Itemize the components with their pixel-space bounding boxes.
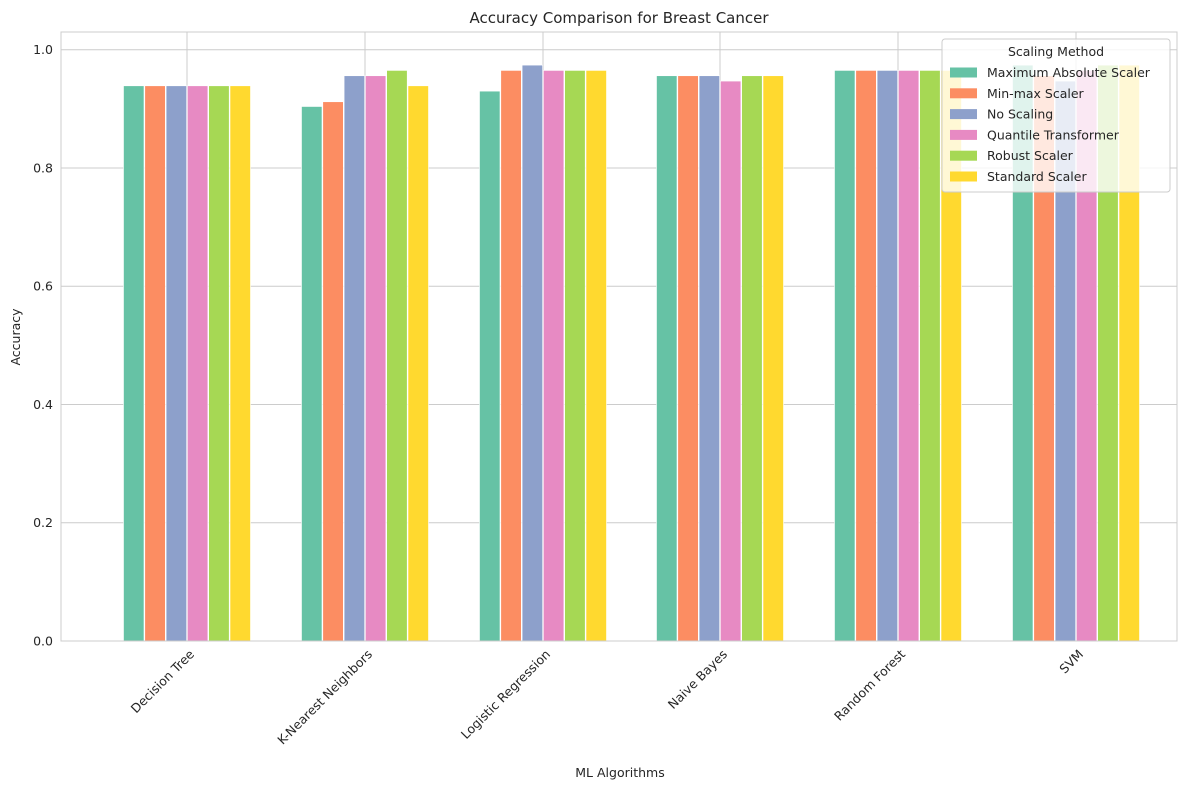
x-tick-label: Decision Tree — [128, 646, 198, 716]
y-tick-label: 0.8 — [33, 160, 53, 175]
bar — [677, 75, 699, 642]
x-tick-label: Random Forest — [831, 646, 908, 723]
bar — [762, 75, 784, 642]
legend-label: Min-max Scaler — [987, 86, 1085, 101]
y-tick-label: 1.0 — [33, 42, 53, 57]
bar — [741, 75, 763, 642]
bar — [855, 70, 877, 642]
bar — [208, 85, 230, 642]
bar — [720, 80, 742, 642]
x-tick-label: SVM — [1056, 647, 1086, 677]
bar — [834, 70, 856, 642]
legend-title: Scaling Method — [1008, 44, 1104, 59]
legend-swatch — [950, 129, 977, 140]
x-tick-labels: Decision Tree K-Nearest Neighbors Logistic… — [128, 646, 1086, 747]
legend-label: No Scaling — [987, 107, 1053, 122]
bar — [322, 101, 344, 642]
bar — [123, 85, 145, 642]
y-tick-labels: 0.0 0.2 0.4 0.6 0.8 1.0 — [33, 42, 53, 648]
bar — [187, 85, 209, 642]
x-axis-label: ML Algorithms — [575, 765, 664, 780]
legend-box — [941, 38, 1171, 193]
bar — [898, 70, 920, 642]
x-tick-label: Logistic Regression — [458, 647, 553, 742]
y-tick-label: 0.0 — [33, 634, 53, 649]
legend: Scaling Method Maximum Absolute Scaler Mi… — [941, 38, 1171, 193]
y-axis-label: Accuracy — [8, 308, 23, 366]
bar — [301, 106, 323, 642]
y-tick-label: 0.6 — [33, 279, 53, 294]
bar — [386, 70, 408, 642]
x-tick-label: Naive Bayes — [665, 647, 730, 712]
bar — [144, 85, 166, 642]
bars — [123, 64, 1140, 642]
bar — [521, 64, 543, 642]
bar — [229, 85, 251, 642]
y-tick-label: 0.4 — [33, 397, 53, 412]
bar — [876, 70, 898, 642]
legend-swatch — [950, 88, 977, 99]
bar — [564, 70, 586, 642]
legend-items: Maximum Absolute Scaler Min-max Scaler No … — [950, 65, 1151, 184]
bar — [698, 75, 720, 642]
plot-frame — [60, 31, 1178, 642]
x-tick-label: K-Nearest Neighbors — [274, 647, 375, 748]
legend-swatch — [950, 150, 977, 161]
legend-label: Standard Scaler — [987, 169, 1087, 184]
bar — [479, 90, 501, 642]
bar — [365, 75, 387, 642]
bar — [919, 70, 941, 642]
y-tick-label: 0.2 — [33, 515, 53, 530]
chart-title: Accuracy Comparison for Breast Cancer — [469, 9, 769, 27]
bar — [407, 85, 429, 642]
legend-swatch — [950, 67, 977, 78]
legend-label: Robust Scaler — [987, 148, 1074, 163]
legend-label: Maximum Absolute Scaler — [987, 65, 1151, 80]
legend-label: Quantile Transformer — [987, 127, 1120, 142]
bar — [656, 75, 678, 642]
bar — [585, 70, 607, 642]
bar — [500, 70, 522, 642]
legend-swatch — [950, 109, 977, 120]
bar — [543, 70, 565, 642]
legend-swatch — [950, 171, 977, 182]
bar — [343, 75, 365, 642]
bar — [165, 85, 187, 642]
